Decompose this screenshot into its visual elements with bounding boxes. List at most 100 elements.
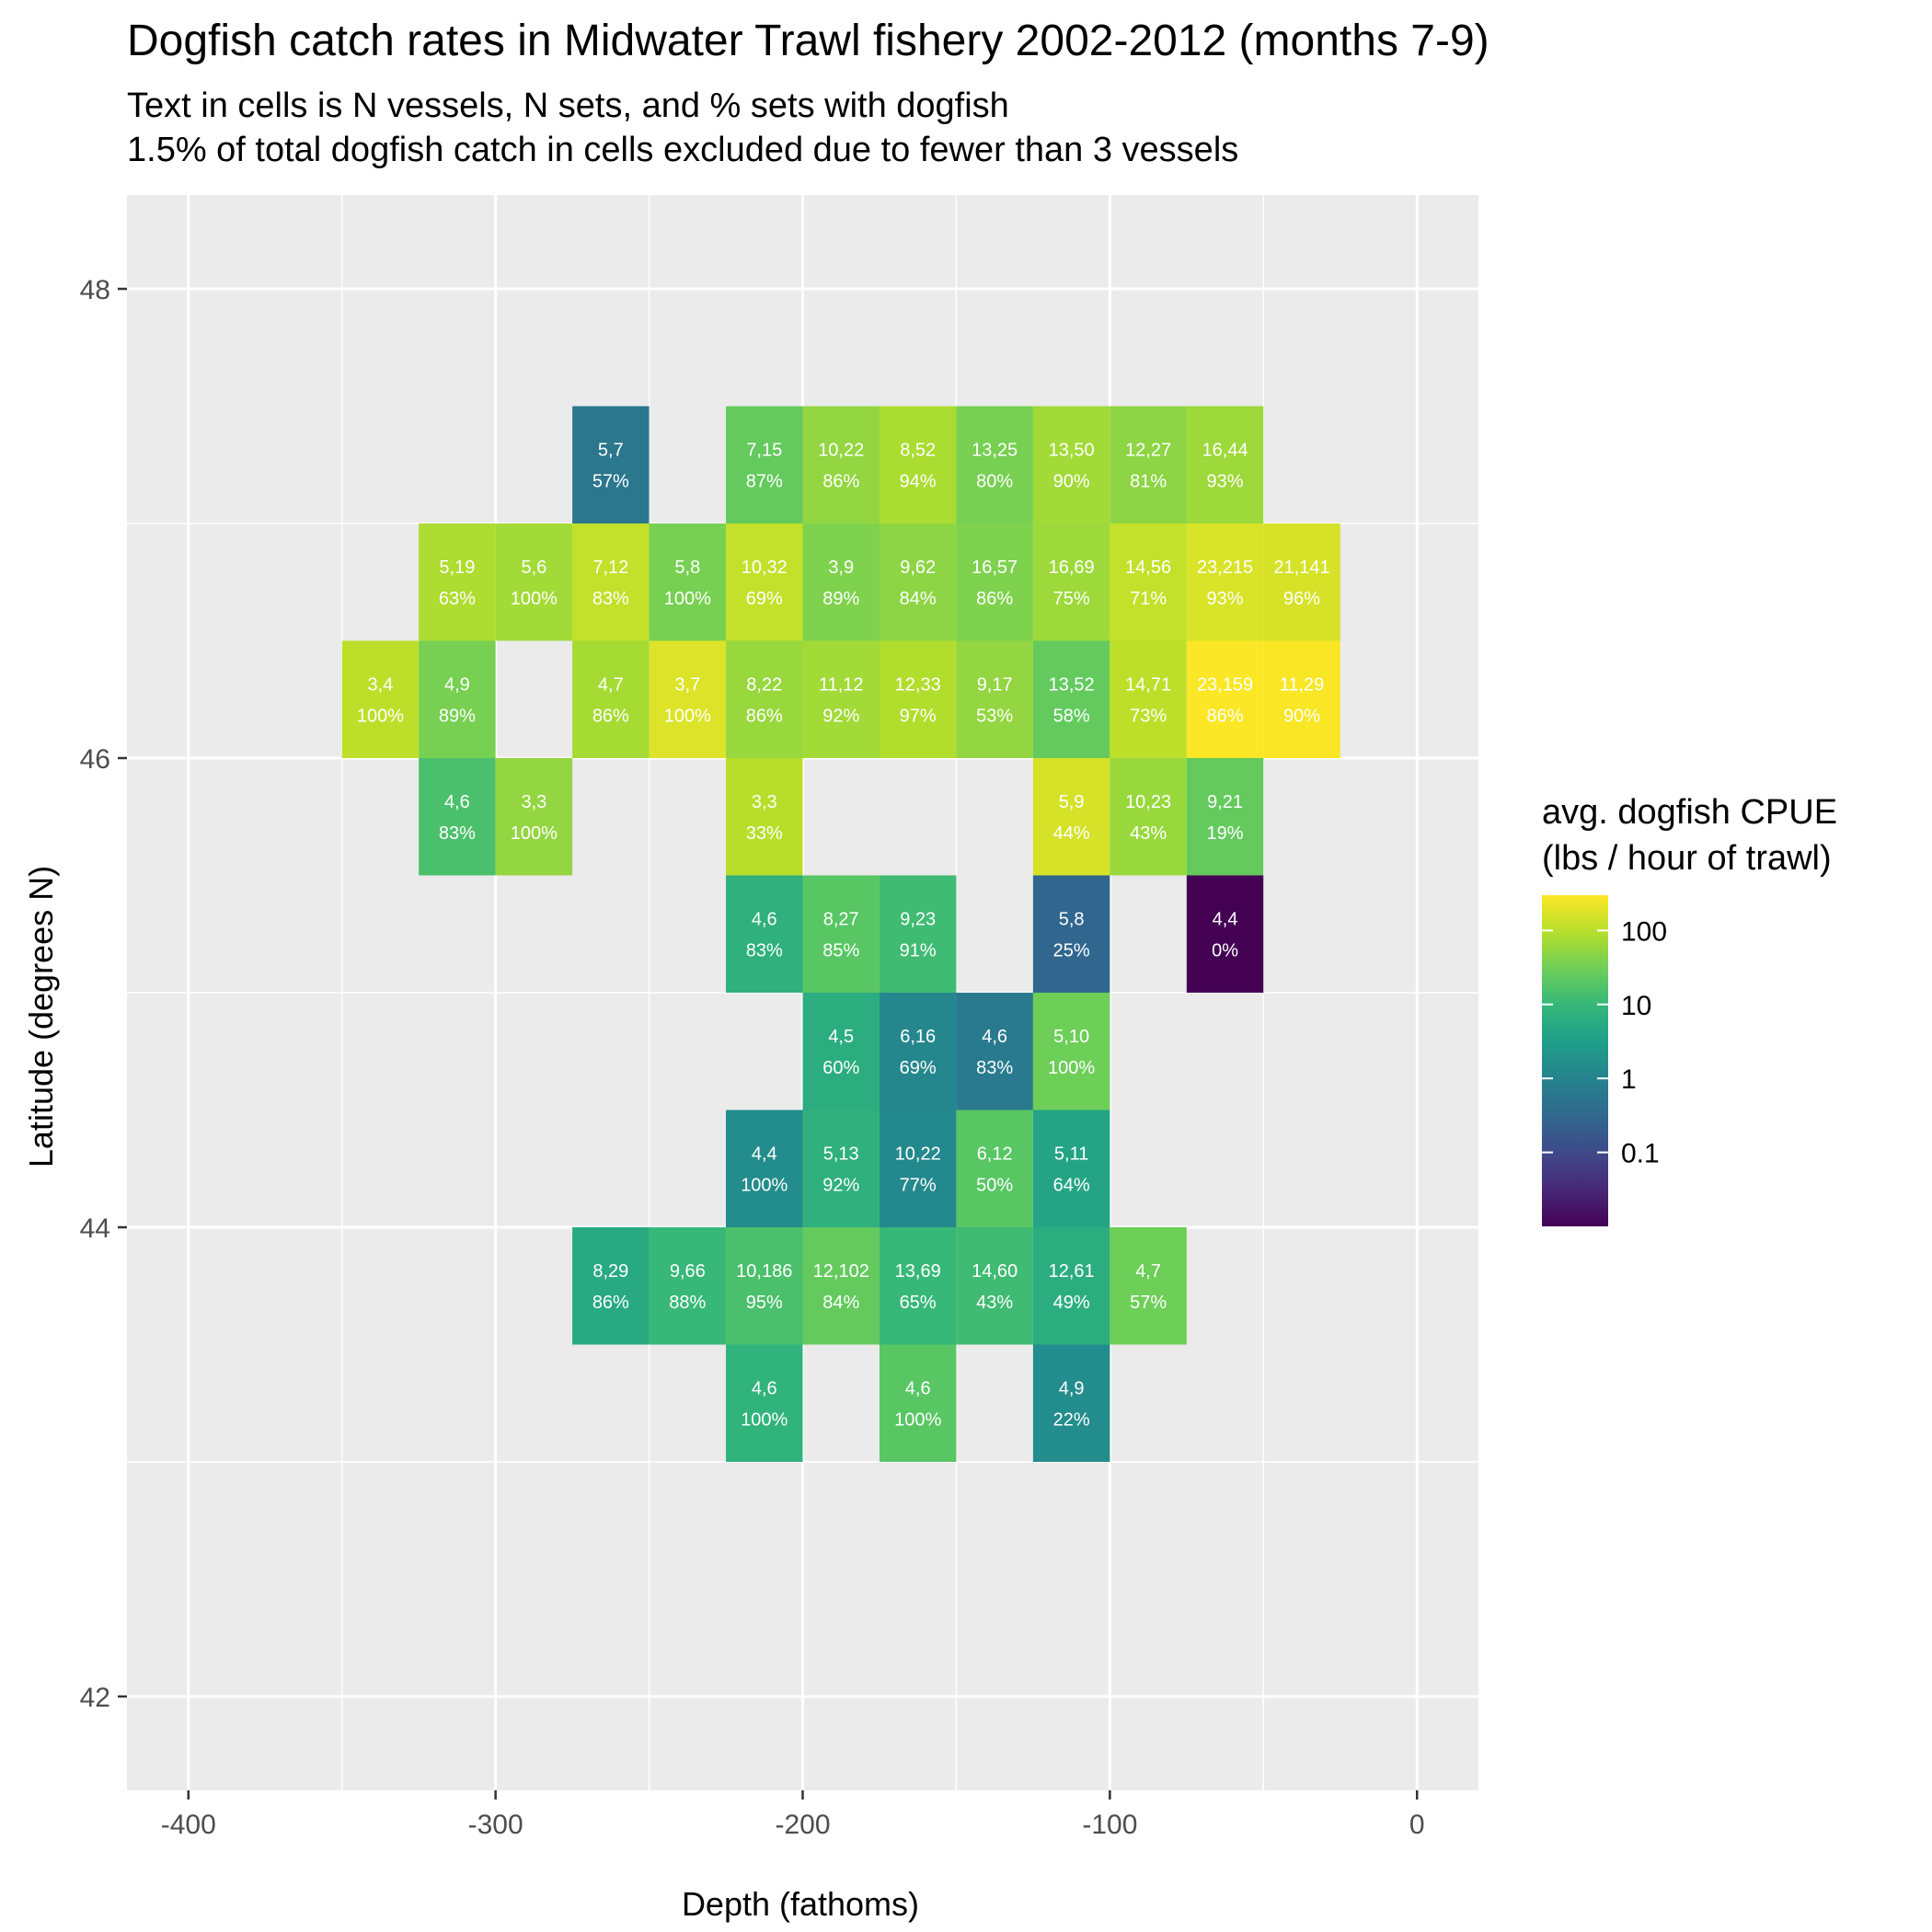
cell-counts-label: 10,186 [736,1261,792,1282]
cell-counts-label: 14,71 [1125,674,1171,695]
cell-percent-label: 92% [822,1175,859,1195]
cell-counts-label: 5,11 [1054,1144,1088,1164]
chart-subtitle-line-2: 1.5% of total dogfish catch in cells exc… [127,131,1238,169]
heatmap-cell: 16,57 86% [956,523,1033,641]
cell-counts-label: 12,27 [1125,440,1171,460]
cell-percent-label: 77% [900,1175,937,1195]
heatmap-cell: 3,3 33% [726,758,803,876]
cell-percent-label: 89% [822,589,859,609]
cell-counts-label: 4,6 [982,1027,1007,1047]
y-tick-label: 44 [80,1213,110,1244]
heatmap-cell-rect [419,523,496,641]
heatmap-cell-rect [1110,1227,1187,1345]
cell-percent-label: 92% [822,706,859,726]
heatmap-cell-rect [1032,1344,1110,1462]
cell-percent-label: 88% [669,1293,706,1313]
heatmap-cell-rect [956,640,1033,758]
cell-percent-label: 0% [1212,940,1238,960]
heatmap-cell-rect [572,406,650,523]
cell-counts-label: 8,27 [823,909,859,929]
cell-percent-label: 80% [976,471,1013,491]
heatmap-cell: 4,6 100% [879,1344,957,1462]
heatmap-cell: 8,27 85% [802,875,880,993]
y-axis: 42 44 46 48 [80,275,127,1713]
heatmap-cell: 12,27 81% [1110,406,1187,523]
cell-percent-label: 75% [1053,589,1090,609]
heatmap-cell-rect [802,1110,880,1227]
heatmap-cell: 5,8 100% [649,523,727,641]
cell-counts-label: 13,69 [895,1261,941,1282]
heatmap-cell: 3,7 100% [649,640,727,758]
cell-counts-label: 3,4 [368,674,394,695]
cell-percent-label: 86% [822,471,859,491]
heatmap-cell-rect [649,1227,727,1345]
cell-percent-label: 100% [511,823,558,844]
cell-counts-label: 13,25 [972,440,1018,460]
heatmap-cell-rect [802,406,880,523]
cell-counts-label: 9,17 [977,674,1013,695]
heatmap-cell: 4,6 83% [956,993,1033,1110]
heatmap-cell-rect [1110,523,1187,641]
heatmap-cell-rect [956,993,1033,1110]
cell-percent-label: 22% [1053,1409,1090,1430]
cell-percent-label: 43% [976,1293,1013,1313]
cell-counts-label: 16,44 [1202,440,1248,460]
heatmap-cell: 7,12 83% [572,523,650,641]
heatmap-cell-rect [1032,406,1110,523]
cell-counts-label: 5,8 [674,558,700,578]
heatmap-cell: 7,15 87% [726,406,803,523]
cell-counts-label: 23,159 [1197,674,1253,695]
cell-counts-label: 5,13 [823,1144,859,1164]
heatmap-cell-rect [495,523,573,641]
heatmap-cell-rect [1186,640,1264,758]
heatmap-cell-rect [1032,875,1110,993]
heatmap-cell: 21,141 96% [1263,523,1340,641]
cell-counts-label: 12,102 [813,1261,869,1282]
cell-counts-label: 10,23 [1125,792,1171,812]
heatmap-cell: 3,4 100% [341,640,420,758]
cell-percent-label: 25% [1053,940,1090,960]
heatmap-cell-rect [1032,758,1110,876]
cell-percent-label: 83% [746,940,783,960]
x-tick-label: 0 [1409,1810,1425,1840]
cell-percent-label: 84% [900,589,937,609]
cell-percent-label: 87% [746,471,783,491]
y-tick-label: 48 [80,275,110,305]
cell-percent-label: 58% [1053,706,1090,726]
cell-counts-label: 8,52 [900,440,936,460]
cell-counts-label: 7,12 [592,558,628,578]
heatmap-cell: 4,5 60% [802,993,880,1110]
heatmap-cell: 5,7 57% [572,406,650,523]
cell-counts-label: 3,3 [752,792,777,812]
heatmap-cell-rect [1186,758,1264,876]
heatmap-cell: 8,52 94% [879,406,957,523]
heatmap-cell-rect [802,640,880,758]
cell-counts-label: 13,50 [1049,440,1095,460]
cell-percent-label: 100% [1048,1058,1095,1078]
heatmap-cell: 4,9 22% [1032,1344,1110,1462]
heatmap-cell: 12,61 49% [1032,1227,1110,1345]
cell-percent-label: 71% [1130,589,1167,609]
heatmap-cell-rect [495,758,573,876]
heatmap-cell-rect [879,1344,957,1462]
heatmap-cell: 6,12 50% [956,1110,1033,1227]
cell-counts-label: 5,10 [1053,1027,1089,1047]
cell-counts-label: 5,19 [439,558,475,578]
cell-percent-label: 83% [976,1058,1013,1078]
x-tick-label: -100 [1082,1810,1137,1840]
cell-percent-label: 90% [1283,706,1320,726]
heatmap-cell: 3,3 100% [495,758,573,876]
heatmap-cell-rect [1032,640,1110,758]
cell-counts-label: 4,6 [444,792,470,812]
cell-percent-label: 93% [1207,589,1244,609]
cell-counts-label: 4,9 [444,674,470,695]
legend-title-line-2: (lbs / hour of trawl) [1542,839,1832,878]
cell-counts-label: 12,33 [895,674,941,695]
heatmap-cell-rect [572,640,650,758]
cell-counts-label: 9,23 [900,909,936,929]
heatmap-cell: 4,9 89% [419,640,496,758]
heatmap-cell: 10,22 86% [802,406,880,523]
cell-percent-label: 19% [1207,823,1244,844]
heatmap-cell: 10,186 95% [726,1227,803,1345]
cell-counts-label: 13,52 [1049,674,1095,695]
